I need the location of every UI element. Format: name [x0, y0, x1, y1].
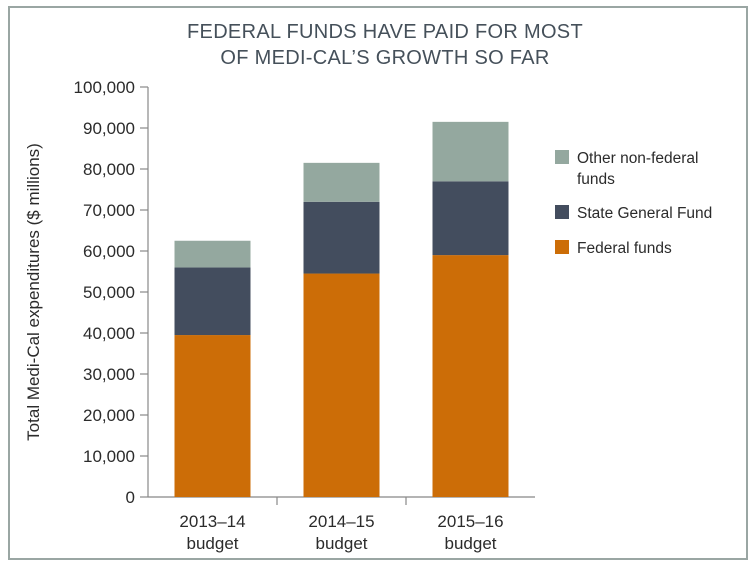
chart-title-line-2: OF MEDI-CAL’S GROWTH SO FAR — [220, 47, 549, 69]
bar-segment — [174, 267, 251, 336]
bar-segment — [432, 121, 509, 182]
y-tick-label: 30,000 — [83, 365, 135, 384]
y-tick-label: 60,000 — [83, 242, 135, 261]
legend-group: Other non-federal funds State General Fund… — [555, 150, 712, 257]
bar-segment — [303, 162, 380, 202]
legend-label: funds — [577, 171, 615, 188]
bar-segment — [303, 201, 380, 274]
legend-swatch — [555, 150, 569, 164]
bar-segment — [432, 255, 509, 497]
y-axis-label: Total Medi-Cal expenditures ($ millions) — [24, 143, 43, 441]
bar-segment — [174, 335, 251, 497]
legend-label: State General Fund — [577, 205, 712, 222]
legend-label: Federal funds — [577, 240, 672, 257]
y-tick-label: 40,000 — [83, 324, 135, 343]
x-tick-label: 2015–16 — [437, 512, 503, 531]
y-tick-label: 0 — [126, 488, 135, 507]
x-tick-label-line2: budget — [445, 534, 497, 553]
bar-segment — [432, 181, 509, 256]
x-tick-label-line2: budget — [316, 534, 368, 553]
bar-segment — [303, 273, 380, 497]
y-tick-label: 100,000 — [74, 78, 135, 97]
y-tick-label: 70,000 — [83, 201, 135, 220]
y-tick-label: 50,000 — [83, 283, 135, 302]
legend-swatch — [555, 205, 569, 219]
legend-label: Other non-federal — [577, 150, 699, 167]
x-tick-label: 2013–14 — [179, 512, 245, 531]
x-tick-label-line2: budget — [187, 534, 239, 553]
y-tick-label: 90,000 — [83, 119, 135, 138]
bars-group — [174, 121, 509, 497]
y-tick-label: 20,000 — [83, 406, 135, 425]
y-tick-label: 80,000 — [83, 160, 135, 179]
chart-title-line-1: FEDERAL FUNDS HAVE PAID FOR MOST — [187, 21, 583, 43]
x-tick-label: 2014–15 — [308, 512, 374, 531]
axes-group: 0 10,000 20,000 30,000 40,000 50,000 60,000 70,… — [74, 78, 535, 553]
y-tick-label: 10,000 — [83, 447, 135, 466]
legend-swatch — [555, 240, 569, 254]
bar-segment — [174, 240, 251, 268]
